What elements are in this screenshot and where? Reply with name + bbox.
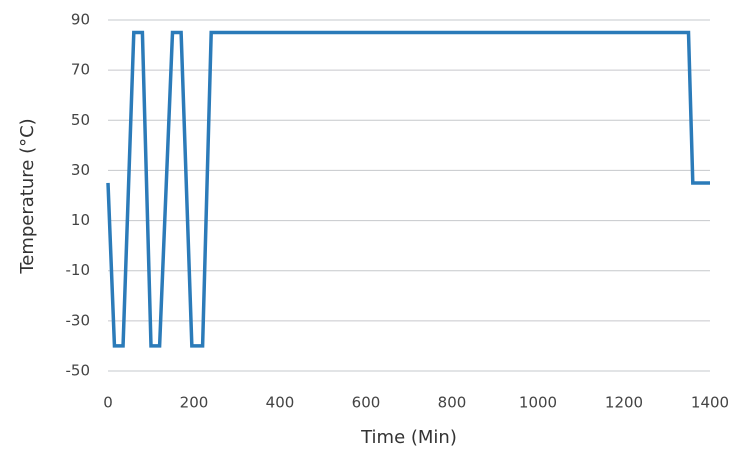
x-tick-label: 1200 xyxy=(605,394,643,412)
y-tick-label: 10 xyxy=(71,211,90,229)
x-tick-label: 0 xyxy=(103,394,113,412)
x-tick-label: 1400 xyxy=(691,394,729,412)
y-tick-label: 90 xyxy=(71,11,90,29)
x-tick-label: 400 xyxy=(266,394,295,412)
line-series xyxy=(106,30,710,348)
x-tick-label: 600 xyxy=(352,394,381,412)
y-tick-label: 70 xyxy=(71,61,90,79)
x-axis-label: Time (Min) xyxy=(360,427,457,448)
x-tick-label: 800 xyxy=(438,394,467,412)
y-axis-label: Temperature (°C) xyxy=(17,118,38,274)
y-tick-label: 30 xyxy=(71,161,90,179)
y-tick-label: -10 xyxy=(66,261,91,279)
y-tick-label: 50 xyxy=(71,111,90,129)
x-tick-label: 1000 xyxy=(519,394,557,412)
x-tick-label: 200 xyxy=(180,394,209,412)
y-tick-label: -50 xyxy=(66,362,91,380)
y-tick-label: -30 xyxy=(66,311,91,329)
